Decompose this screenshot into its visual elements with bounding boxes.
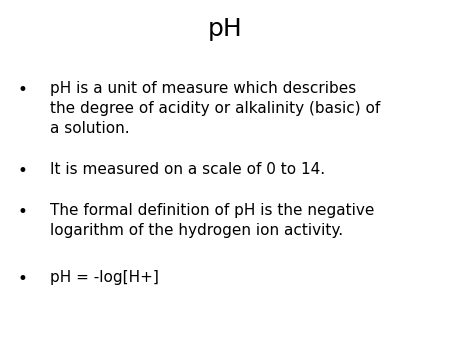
- Text: •: •: [18, 81, 27, 99]
- Text: •: •: [18, 162, 27, 180]
- Text: The formal definition of pH is the negative
logarithm of the hydrogen ion activi: The formal definition of pH is the negat…: [50, 203, 374, 238]
- Text: pH = -log[H+]: pH = -log[H+]: [50, 270, 158, 285]
- Text: It is measured on a scale of 0 to 14.: It is measured on a scale of 0 to 14.: [50, 162, 324, 177]
- Text: pH: pH: [207, 17, 243, 41]
- Text: •: •: [18, 203, 27, 221]
- Text: •: •: [18, 270, 27, 288]
- Text: pH is a unit of measure which describes
the degree of acidity or alkalinity (bas: pH is a unit of measure which describes …: [50, 81, 380, 136]
